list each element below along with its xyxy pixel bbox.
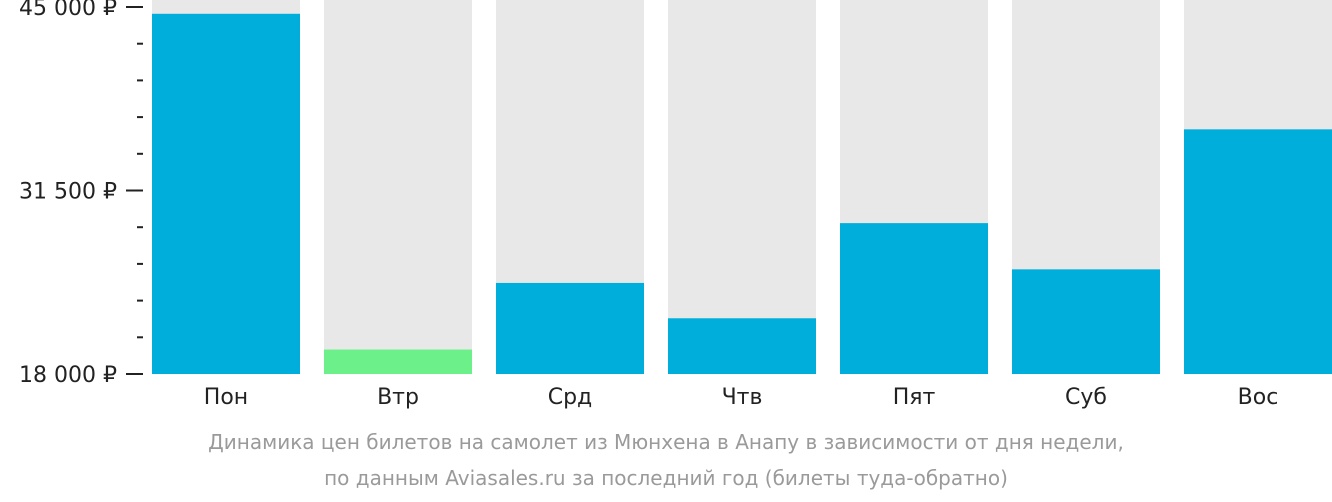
chart-caption-line-2: по данным Aviasales.ru за последний год … (324, 466, 1008, 490)
bar-5 (1012, 269, 1160, 374)
x-tick-label: Чтв (722, 385, 763, 410)
x-tick-label: Пон (204, 385, 248, 410)
x-tick-label: Суб (1065, 385, 1107, 410)
x-tick-label: Срд (548, 385, 593, 410)
bar-2 (496, 282, 644, 374)
y-axis: 45 000 ₽ 31 500 ₽ 18 000 ₽ (19, 0, 143, 388)
bar-track (324, 0, 472, 374)
x-tick-label: Вос (1238, 385, 1279, 410)
bar-1 (324, 349, 472, 374)
x-tick-label: Пят (893, 385, 936, 410)
bar-4 (840, 223, 988, 374)
x-tick-label: Втр (377, 385, 419, 410)
price-by-weekday-chart: 45 000 ₽ 31 500 ₽ 18 000 ₽ Пон Втр Срд Чтв Пят… (19, 0, 1332, 410)
bar-track (668, 0, 816, 374)
y-tick-label: 31 500 ₽ (19, 180, 117, 205)
bar-6 (1184, 129, 1332, 374)
y-tick-label: 18 000 ₽ (19, 363, 117, 388)
bar-0 (152, 13, 300, 375)
bar-3 (668, 318, 816, 374)
y-tick-label: 45 000 ₽ (19, 0, 117, 21)
bars (152, 0, 1332, 375)
chart-caption-line-1: Динамика цен билетов на самолет из Мюнхе… (208, 430, 1124, 454)
x-axis: Пон Втр Срд Чтв Пят Суб Вос (204, 385, 1279, 410)
